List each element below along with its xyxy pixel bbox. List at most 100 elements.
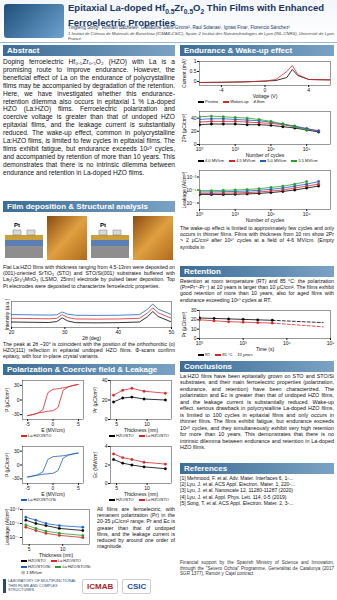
svg-text:10⁰: 10⁰ — [196, 340, 204, 346]
svg-text:Current (mA): Current (mA) — [181, 59, 187, 88]
svg-text:Pr (μC/cm²): Pr (μC/cm²) — [181, 311, 187, 337]
svg-text:10: 10 — [191, 326, 197, 332]
svg-text:10⁶: 10⁶ — [283, 340, 291, 346]
svg-text:10⁹: 10⁹ — [303, 146, 311, 152]
svg-text:50: 50 — [169, 329, 175, 335]
html-text:Retention at room temperature: Retention at room temperature (RT) and 8… — [180, 278, 334, 303]
html-text:ICMAB: ICMAB — [87, 581, 114, 591]
html-text:Retention: Retention — [184, 267, 221, 276]
html-text:CSIC: CSIC — [127, 581, 147, 591]
svg-text:P (μC/cm²): P (μC/cm²) — [4, 388, 10, 413]
svg-text:10⁰: 10⁰ — [196, 146, 204, 152]
html-text:[4] Lyu, J. et al. Appl. Phys.: [4] Lyu, J. et al. Appl. Phys. Lett. 114… — [180, 493, 287, 500]
svg-text:4: 4 — [105, 443, 108, 449]
svg-text:10⁰: 10⁰ — [196, 211, 204, 217]
svg-text:10³: 10³ — [232, 146, 240, 152]
html-text:Polarization & Coercive field: Polarization & Coercive field & Leakage — [7, 365, 158, 374]
svg-text:0.5: 0.5 — [190, 68, 197, 74]
svg-text:2θ (deg): 2θ (deg) — [82, 335, 101, 341]
svg-text:P (μC/cm²): P (μC/cm²) — [4, 453, 10, 478]
svg-text:40: 40 — [191, 115, 197, 121]
svg-text:Number of cycles: Number of cycles — [246, 217, 285, 223]
svg-text:5: 5 — [77, 421, 80, 427]
html-text:The peak at 2θ ~30° is coincid: The peak at 2θ ~30° is coincident with t… — [3, 341, 175, 360]
svg-text:10⁶: 10⁶ — [267, 211, 275, 218]
svg-text:0: 0 — [17, 397, 20, 403]
html-text:Financial support by the Spani: Financial support by the Spanish Ministr… — [180, 560, 334, 576]
svg-text:10⁻⁵: 10⁻⁵ — [9, 520, 19, 526]
svg-text:10³: 10³ — [240, 340, 248, 346]
svg-text:5: 5 — [28, 546, 31, 552]
svg-text:0: 0 — [105, 416, 108, 422]
svg-text:Thickness (nm): Thickness (nm) — [124, 491, 159, 497]
svg-text:Voltage (V): Voltage (V) — [253, 93, 278, 99]
svg-text:20: 20 — [102, 397, 108, 403]
html-text:Endurance & Wake-up effect: Endurance & Wake-up effect — [184, 46, 293, 55]
svg-text:-30: -30 — [12, 475, 19, 481]
svg-text:2: 2 — [105, 462, 108, 468]
svg-text:30: 30 — [14, 382, 20, 388]
svg-text:0: 0 — [17, 462, 20, 468]
html-text:The wake-up effect is limited: The wake-up effect is limited to approxi… — [180, 225, 334, 250]
html-text:La:HZO films have been epitaxi: La:HZO films have been epitaxially grown… — [180, 373, 334, 451]
svg-text:10⁻⁵: 10⁻⁵ — [186, 187, 196, 193]
svg-text:20: 20 — [191, 316, 197, 322]
svg-text:5: 5 — [115, 485, 118, 491]
html-text:All films are ferroelectric, w: All films are ferroelectric, with remane… — [97, 506, 175, 550]
svg-text:40: 40 — [115, 329, 121, 335]
svg-text:Pt: Pt — [100, 222, 106, 228]
html-text:[3] Lyu, J. et al. Nanoscale 1: [3] Lyu, J. et al. Nanoscale 12, 11280-1… — [180, 487, 293, 494]
svg-text:Thickness (nm): Thickness (nm) — [124, 427, 159, 433]
svg-text:0: 0 — [105, 480, 108, 486]
svg-text:30: 30 — [14, 448, 20, 454]
svg-text:Intensity (a.u.): Intensity (a.u.) — [4, 298, 10, 330]
svg-text:10⁹: 10⁹ — [327, 340, 335, 346]
svg-text:20: 20 — [191, 128, 197, 134]
svg-text:E (MV/cm): E (MV/cm) — [41, 491, 65, 497]
svg-text:1: 1 — [194, 58, 197, 64]
svg-text:10⁻³: 10⁻³ — [10, 506, 20, 512]
svg-text:10⁹: 10⁹ — [303, 211, 311, 217]
svg-text:10⁶: 10⁶ — [267, 146, 275, 153]
svg-text:10⁻⁷: 10⁻⁷ — [186, 200, 196, 206]
svg-text:10: 10 — [144, 421, 150, 427]
svg-text:Pt: Pt — [14, 222, 20, 228]
svg-text:Number of cycles: Number of cycles — [246, 152, 285, 158]
html-text:Doping ferroelectric Hf₀.₅Zr₀.: Doping ferroelectric Hf₀.₅Zr₀.₅O₂ (HZO) … — [3, 58, 175, 176]
html-text:Film deposition & Structural a: Film deposition & Structural analysis — [7, 202, 148, 211]
svg-text:10: 10 — [144, 485, 150, 491]
svg-text:2Pr (μC/cm²): 2Pr (μC/cm²) — [181, 113, 187, 142]
svg-text:Leakage (A/cm²): Leakage (A/cm²) — [181, 171, 187, 208]
html-text:Epitaxial La-doped Hf0.5Zr0.5O: Epitaxial La-doped Hf0.5Zr0.5O2Thin Film… — [68, 2, 324, 28]
svg-text:5: 5 — [77, 485, 80, 491]
svg-text:10⁻⁷: 10⁻⁷ — [9, 534, 19, 540]
svg-text:Pr (μC/cm²): Pr (μC/cm²) — [92, 387, 98, 413]
svg-text:-5: -5 — [25, 421, 30, 427]
svg-text:10⁻³: 10⁻³ — [187, 174, 197, 180]
html-text:References: References — [184, 464, 228, 473]
html-text:LABORATORY OF MULTIFUNCTIONAL: LABORATORY OF MULTIFUNCTIONAL THIN FILMS… — [8, 579, 77, 593]
svg-text:Time (s): Time (s) — [256, 346, 274, 352]
svg-text:10³: 10³ — [232, 211, 240, 217]
svg-text:0: 0 — [194, 78, 197, 84]
html-text:Conclusions: Conclusions — [184, 362, 232, 371]
svg-text:-5: -5 — [25, 485, 30, 491]
svg-text:4: 4 — [307, 87, 310, 93]
svg-text:Thickness (nm): Thickness (nm) — [39, 552, 74, 558]
svg-text:40: 40 — [102, 377, 108, 383]
svg-text:30: 30 — [62, 329, 68, 335]
svg-text:30: 30 — [191, 307, 197, 313]
html-text:1 Institut de Ciència de Mater: 1 Institut de Ciència de Materials de Ba… — [68, 31, 335, 41]
svg-text:20: 20 — [9, 329, 15, 335]
html-text:[2] Lyu, J. et al. ACS Appl. E: [2] Lyu, J. et al. ACS Appl. Electron. M… — [180, 481, 296, 488]
svg-text:-30: -30 — [12, 411, 19, 417]
svg-text:E (MV/cm): E (MV/cm) — [41, 427, 65, 433]
html-text:[1] Mehmood, F. et al. Adv. Ma: [1] Mehmood, F. et al. Adv. Mater. Inter… — [180, 475, 293, 481]
svg-text:Ec (MV/cm): Ec (MV/cm) — [92, 452, 98, 478]
svg-text:-4: -4 — [219, 87, 224, 93]
svg-text:5: 5 — [115, 421, 118, 427]
html-text:Abstract: Abstract — [7, 46, 40, 55]
html-text:Flat La:HZO films with thickne: Flat La:HZO films with thickness ranging… — [3, 264, 175, 289]
svg-text:Leakage (A/cm²): Leakage (A/cm²) — [4, 508, 10, 545]
html-text:[5] Song, T. et al. ACS Appl.: [5] Song, T. et al. ACS Appl. Electron. … — [180, 499, 294, 506]
